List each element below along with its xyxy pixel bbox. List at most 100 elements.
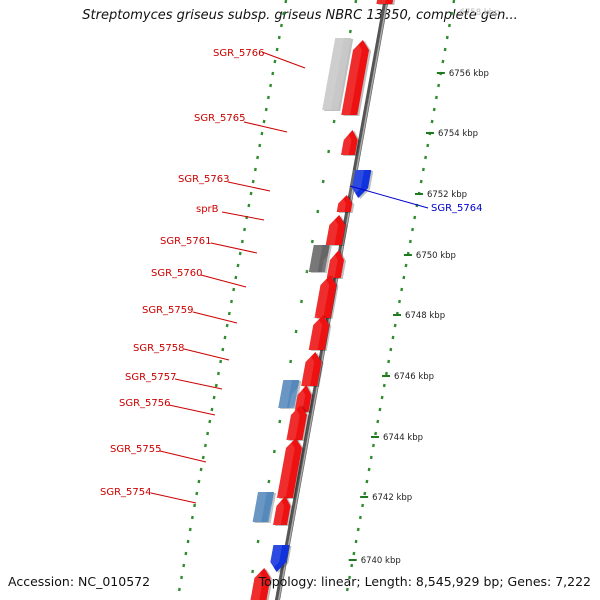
track-dash bbox=[369, 455, 373, 460]
gene-sgr-5761[interactable] bbox=[301, 245, 332, 273]
track-dash bbox=[182, 563, 186, 568]
gene-sgr-5764[interactable] bbox=[344, 170, 374, 199]
gene-shape bbox=[336, 195, 353, 212]
gene-label-sgr-5758[interactable]: SGR_5758 bbox=[133, 343, 230, 361]
gene-label-sgr-5757[interactable]: SGR_5757 bbox=[125, 372, 223, 390]
kbp-tick-label: 6752 kbp bbox=[427, 190, 467, 200]
track-dash bbox=[208, 419, 212, 424]
gene-label-text: SGR_5761 bbox=[160, 236, 212, 247]
track-dash bbox=[232, 287, 236, 292]
track-dash bbox=[294, 329, 298, 334]
track-dash bbox=[363, 491, 367, 496]
gene-sgr-5766[interactable] bbox=[334, 40, 372, 116]
gene-shape bbox=[376, 0, 394, 4]
track-dash bbox=[408, 239, 412, 244]
gene-label-text: sprB bbox=[196, 204, 219, 215]
gene-sgr-5753[interactable] bbox=[263, 545, 292, 573]
label-leader-line bbox=[210, 242, 258, 254]
gene-shade bbox=[301, 315, 323, 350]
gene-sgr-5767[interactable] bbox=[369, 0, 396, 5]
gene-sprb[interactable] bbox=[330, 195, 355, 213]
track-dash bbox=[358, 515, 362, 520]
genome-summary: Topology: linear; Length: 8,545,929 bp; … bbox=[258, 574, 591, 589]
gene-sgr-5766-pseudo[interactable] bbox=[314, 38, 354, 111]
gene-shade bbox=[369, 0, 386, 4]
gene-sgr-5763[interactable] bbox=[318, 215, 348, 246]
track-dash bbox=[452, 0, 456, 4]
gene-sgr-5755[interactable] bbox=[269, 438, 304, 499]
track-dash bbox=[277, 35, 281, 40]
track-dash bbox=[201, 455, 205, 460]
gene-shade bbox=[271, 380, 293, 408]
track-dash bbox=[219, 359, 223, 364]
gene-shape bbox=[314, 275, 337, 318]
gene-shade bbox=[294, 352, 315, 386]
gene-label-text: SGR_5760 bbox=[151, 268, 203, 279]
gene-sgr-5754[interactable] bbox=[245, 492, 277, 523]
track-dash bbox=[321, 179, 325, 184]
gene-sgr-5765[interactable] bbox=[334, 130, 360, 156]
gene-label-sgr-5764[interactable]: SGR_5764 bbox=[349, 185, 483, 214]
track-dash bbox=[426, 143, 430, 148]
gene-label-text: SGR_5756 bbox=[119, 398, 171, 409]
track-dash bbox=[385, 371, 388, 376]
gene-shape bbox=[276, 438, 302, 498]
accession-label: Accession: NC_010572 bbox=[8, 574, 151, 589]
track-dash bbox=[212, 395, 216, 400]
gene-labels[interactable]: SGR_5766 SGR_5765 SGR_5763 sprB SGR_5761 SGR_… bbox=[100, 48, 483, 504]
gene-label-sgr-5761[interactable]: SGR_5761 bbox=[160, 236, 258, 254]
gene-shape bbox=[273, 496, 291, 525]
track-dash bbox=[256, 539, 260, 544]
gene-sgr-5761b[interactable] bbox=[320, 250, 347, 279]
track-dash bbox=[365, 479, 369, 484]
gene-label-sprb[interactable]: sprB bbox=[196, 204, 265, 221]
gene-features[interactable] bbox=[241, 0, 396, 600]
gene-label-sgr-5756[interactable]: SGR_5756 bbox=[119, 398, 216, 416]
track-dash bbox=[280, 23, 283, 28]
track-dash bbox=[264, 107, 268, 112]
kbp-tick-label: 6754 kbp bbox=[438, 129, 478, 139]
gene-shape bbox=[294, 385, 312, 412]
gene-sgr-5760[interactable] bbox=[307, 275, 339, 319]
gene-label-sgr-5755[interactable]: SGR_5755 bbox=[110, 444, 207, 463]
track-dash bbox=[188, 527, 192, 532]
track-dash bbox=[316, 209, 320, 214]
track-dash bbox=[190, 515, 194, 520]
track-dash bbox=[402, 275, 406, 280]
gene-shade bbox=[269, 438, 295, 498]
track-dash bbox=[432, 107, 436, 112]
gene-shape bbox=[322, 38, 352, 110]
track-dash bbox=[378, 407, 382, 412]
gene-label-sgr-5754[interactable]: SGR_5754 bbox=[100, 487, 197, 504]
gene-sgr-5757[interactable] bbox=[271, 380, 302, 409]
gene-shade bbox=[243, 568, 264, 600]
track-dash bbox=[419, 179, 423, 184]
gene-label-sgr-5765[interactable]: SGR_5765 bbox=[194, 113, 288, 133]
kbp-tick-label: 6744 kbp bbox=[383, 433, 423, 443]
gene-shape bbox=[308, 245, 330, 272]
track-dash bbox=[305, 269, 309, 274]
gene-sgr-5754b[interactable] bbox=[266, 496, 293, 526]
track-dash bbox=[243, 227, 246, 232]
kbp-tick-label: 6746 kbp bbox=[394, 372, 434, 382]
gene-sgr-5758[interactable] bbox=[294, 352, 324, 387]
track-dash bbox=[258, 143, 262, 148]
label-leader-line bbox=[349, 185, 429, 209]
gene-sgr-5756[interactable] bbox=[279, 405, 309, 441]
track-dash bbox=[223, 335, 227, 340]
gene-label-sgr-5763[interactable]: SGR_5763 bbox=[178, 174, 271, 192]
gene-shade bbox=[344, 170, 365, 198]
gene-shape bbox=[301, 352, 322, 386]
track-dash bbox=[271, 71, 275, 76]
track-dash bbox=[404, 263, 408, 268]
label-leader-line bbox=[159, 450, 207, 463]
gene-sgr-5759[interactable] bbox=[301, 315, 332, 351]
track-dash bbox=[354, 0, 358, 4]
track-dash bbox=[361, 503, 365, 508]
gene-label-sgr-5766[interactable]: SGR_5766 bbox=[213, 48, 306, 69]
gene-label-sgr-5760[interactable]: SGR_5760 bbox=[151, 268, 247, 288]
track-dash bbox=[434, 95, 438, 100]
gene-sgr-5752[interactable] bbox=[241, 568, 273, 600]
gene-label-sgr-5759[interactable]: SGR_5759 bbox=[142, 305, 238, 324]
